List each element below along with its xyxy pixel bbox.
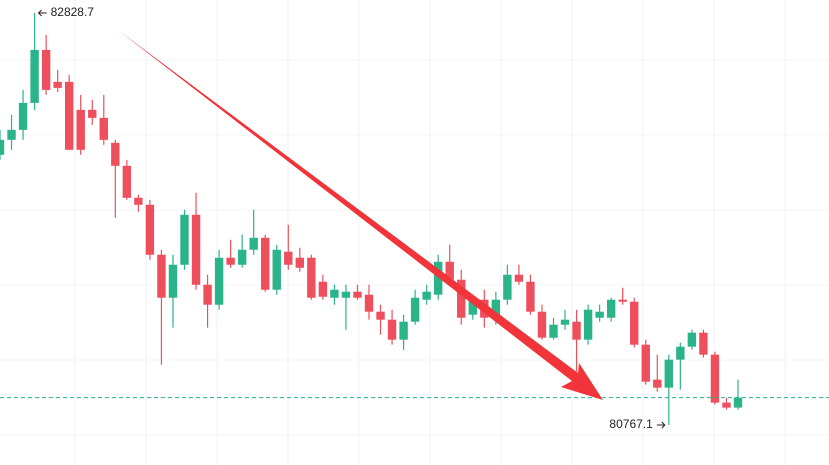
candle-body	[595, 311, 604, 318]
label-arrow	[37, 9, 47, 17]
label-arrow	[656, 421, 666, 429]
candle-body	[630, 301, 639, 345]
candle-body	[76, 109, 85, 150]
candle-body	[364, 294, 374, 312]
candles	[0, 13, 829, 425]
candle-body	[399, 321, 408, 340]
candle-body	[330, 289, 339, 298]
candle-body	[445, 261, 454, 280]
low-label: 80767.1	[609, 417, 653, 431]
candle-body	[422, 291, 431, 300]
candle-body	[191, 214, 201, 285]
candle-body	[295, 257, 305, 268]
candle-body	[503, 274, 512, 300]
candle-body	[88, 109, 97, 118]
candle-body	[237, 249, 247, 265]
candle-body	[134, 197, 143, 205]
candle-body	[641, 344, 650, 382]
trend-arrow	[118, 30, 603, 400]
candle-body	[111, 142, 120, 166]
candle-body	[53, 81, 62, 88]
candle-body	[122, 165, 132, 198]
candle-body	[618, 299, 627, 302]
candle-body	[572, 321, 581, 340]
candle-body	[710, 354, 720, 403]
candle-body	[722, 402, 731, 408]
candle-body	[583, 309, 593, 340]
candle-body	[526, 281, 535, 312]
candle-body	[226, 257, 235, 265]
candle-body	[468, 299, 477, 315]
candle-body	[145, 204, 155, 255]
candle-body	[307, 257, 316, 298]
candle-body	[41, 49, 51, 90]
candle-body	[560, 319, 570, 325]
candle-body	[318, 281, 328, 297]
candle-body	[249, 237, 258, 250]
candle-body	[214, 257, 224, 305]
candle-body	[676, 346, 685, 360]
candle-body	[687, 332, 697, 347]
candle-body	[653, 379, 662, 388]
candle-body	[284, 251, 293, 265]
candle-body	[30, 49, 39, 103]
candle-body	[168, 264, 178, 298]
candle-body	[0, 139, 5, 155]
candle-body	[387, 319, 397, 340]
candle-body	[606, 299, 616, 318]
candle-body	[261, 237, 270, 290]
high-label: 82828.7	[51, 5, 95, 19]
candle-body	[203, 284, 212, 305]
candle-body	[99, 117, 108, 140]
candle-body	[157, 254, 166, 298]
candle-body	[376, 311, 385, 320]
candle-body	[664, 359, 674, 388]
candle-body	[537, 311, 547, 338]
candle-body	[353, 291, 362, 298]
candle-body	[491, 299, 501, 318]
candle-body	[457, 279, 466, 318]
candle-body	[7, 129, 16, 140]
candle-body	[733, 397, 743, 408]
candle-body	[549, 324, 558, 338]
candle-body	[514, 274, 524, 282]
candle-body	[699, 332, 708, 355]
candle-body	[341, 291, 351, 298]
candle-body	[410, 297, 420, 322]
candle-body	[272, 249, 281, 290]
candle-body	[180, 214, 189, 265]
candle-body	[18, 102, 28, 130]
candle-body	[64, 81, 74, 150]
candle-body	[433, 261, 443, 295]
